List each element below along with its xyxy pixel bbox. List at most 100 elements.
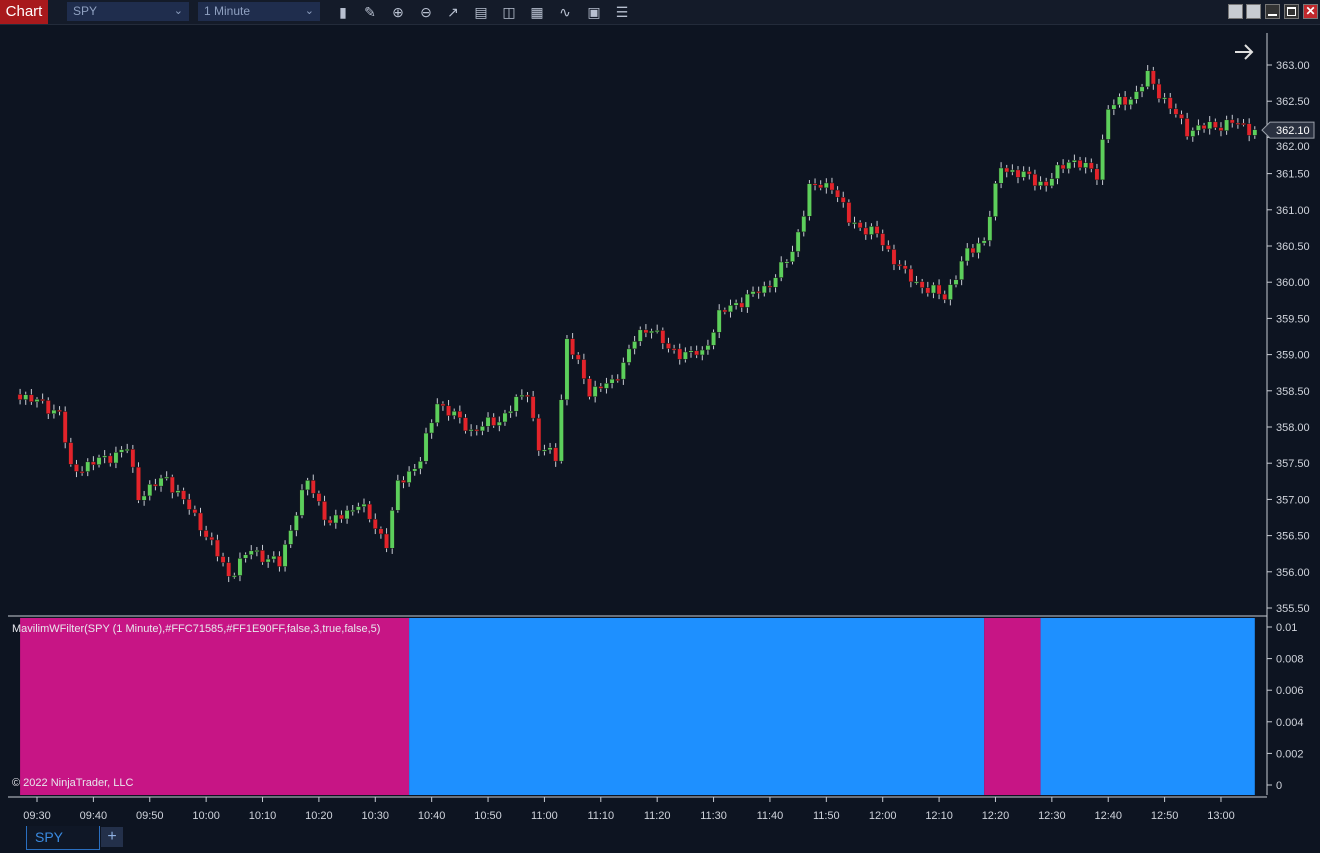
candle-down — [130, 448, 136, 468]
candle-down — [17, 394, 23, 400]
candle-down — [1184, 118, 1190, 137]
properties-icon[interactable]: ◫ — [502, 4, 516, 20]
candle-down — [846, 202, 852, 223]
indicator-tick-label: 0.006 — [1276, 685, 1304, 697]
minimize-button[interactable] — [1265, 4, 1280, 19]
chevron-down-icon: ⌄ — [173, 5, 183, 17]
candle-down — [1156, 83, 1162, 99]
candle-up — [102, 455, 108, 458]
candle-down — [525, 394, 530, 397]
candle-up — [423, 432, 429, 462]
zoom-in-icon[interactable]: ⊕ — [392, 4, 404, 20]
candle-up — [547, 447, 553, 451]
candle-down — [1173, 108, 1179, 115]
tab-spy[interactable]: SPY — [26, 826, 100, 850]
candle-down — [587, 378, 592, 397]
candle-up — [699, 349, 705, 356]
time-tick-label: 11:30 — [700, 810, 727, 822]
maximize-button[interactable] — [1284, 4, 1299, 19]
indicator-tick-label: 0.01 — [1276, 622, 1297, 634]
time-tick-label: 11:10 — [587, 810, 614, 822]
candle-down — [463, 417, 468, 432]
interval-selector[interactable]: 1 Minute ⌄ — [198, 2, 320, 21]
candle-down — [79, 471, 85, 474]
data-box-icon[interactable]: ▤ — [474, 4, 488, 20]
candle-down — [908, 268, 914, 283]
indicators-icon[interactable]: ▦ — [530, 4, 544, 20]
chart-trader-icon[interactable]: ▣ — [587, 4, 601, 20]
candle-down — [925, 287, 931, 294]
strategies-icon[interactable]: ∿ — [559, 4, 571, 20]
candle-down — [891, 249, 897, 265]
candle-up — [558, 399, 564, 462]
candle-up — [485, 416, 491, 427]
add-tab-button[interactable]: + — [101, 827, 123, 847]
candle-down — [756, 291, 762, 294]
candle-up — [1162, 97, 1168, 100]
candle-up — [1190, 130, 1196, 137]
interval-value: 1 Minute — [204, 4, 251, 18]
pointer-icon[interactable]: ↗ — [447, 4, 459, 20]
pencil-icon[interactable]: ✎ — [364, 4, 376, 20]
indicator-tick-label: 0.002 — [1276, 748, 1304, 760]
zoom-out-icon[interactable]: ⊖ — [420, 4, 432, 20]
tile-button-2[interactable] — [1246, 4, 1261, 19]
instrument-selector[interactable]: SPY ⌄ — [67, 2, 189, 21]
candle-up — [333, 514, 339, 524]
candle-up — [1105, 109, 1111, 140]
candle-down — [214, 539, 220, 557]
chart-area[interactable]: 363.00 362.50 362.00 361.50 361.00 360.50 360.… — [0, 25, 1320, 853]
window-title: Chart — [0, 0, 48, 24]
candle-up — [113, 452, 119, 464]
chevron-down-icon: ⌄ — [304, 5, 314, 17]
time-tick-label: 12:10 — [925, 810, 953, 822]
bar-type-icon[interactable]: ▮ — [339, 4, 347, 20]
candle-up — [682, 351, 688, 360]
time-tick-label: 10:30 — [362, 810, 390, 822]
candle-down — [327, 519, 333, 524]
candle-up — [637, 329, 643, 342]
instrument-value: SPY — [73, 4, 98, 18]
candle-down — [1004, 167, 1010, 173]
candle-up — [1055, 164, 1060, 179]
candle-up — [1111, 104, 1117, 110]
price-tick-label: 363.00 — [1276, 60, 1310, 72]
indicator-label: MavilimWFilter(SPY (1 Minute),#FFC71585,… — [12, 623, 380, 635]
copyright: © 2022 NinjaTrader, LLC — [12, 777, 133, 789]
candle-down — [367, 503, 373, 520]
candle-down — [457, 410, 463, 418]
indicator-tick-label: 0.008 — [1276, 654, 1304, 666]
candle-up — [541, 449, 547, 452]
candle-up — [175, 490, 181, 493]
tile-button[interactable] — [1228, 4, 1243, 19]
candle-up — [434, 403, 440, 424]
candle-up — [1009, 169, 1015, 173]
arrow-right-icon[interactable] — [1235, 44, 1254, 60]
candle-down — [276, 555, 282, 567]
candle-up — [947, 284, 953, 300]
time-tick-label: 10:40 — [418, 810, 446, 822]
time-tick-label: 11:50 — [813, 810, 840, 822]
candle-down — [446, 405, 452, 416]
candle-down — [1032, 173, 1038, 186]
candle-down — [1060, 164, 1066, 170]
candle-down — [378, 528, 384, 535]
candle-up — [1195, 124, 1201, 131]
candle-down — [209, 536, 215, 541]
candle-down — [570, 338, 576, 356]
candle-down — [897, 264, 903, 267]
price-tick-label: 359.00 — [1276, 350, 1310, 362]
candle-up — [1066, 161, 1072, 170]
candle-up — [1038, 181, 1044, 186]
close-button[interactable]: ✕ — [1303, 4, 1318, 19]
list-icon[interactable]: ☰ — [615, 4, 629, 20]
candle-up — [1117, 96, 1122, 106]
candle-down — [857, 222, 863, 229]
candle-down — [694, 350, 700, 356]
candles — [17, 65, 1258, 583]
candle-up — [733, 302, 739, 306]
candle-down — [203, 530, 209, 538]
candle-down — [970, 247, 976, 254]
candle-down — [474, 429, 480, 432]
candle-down — [1212, 121, 1218, 128]
